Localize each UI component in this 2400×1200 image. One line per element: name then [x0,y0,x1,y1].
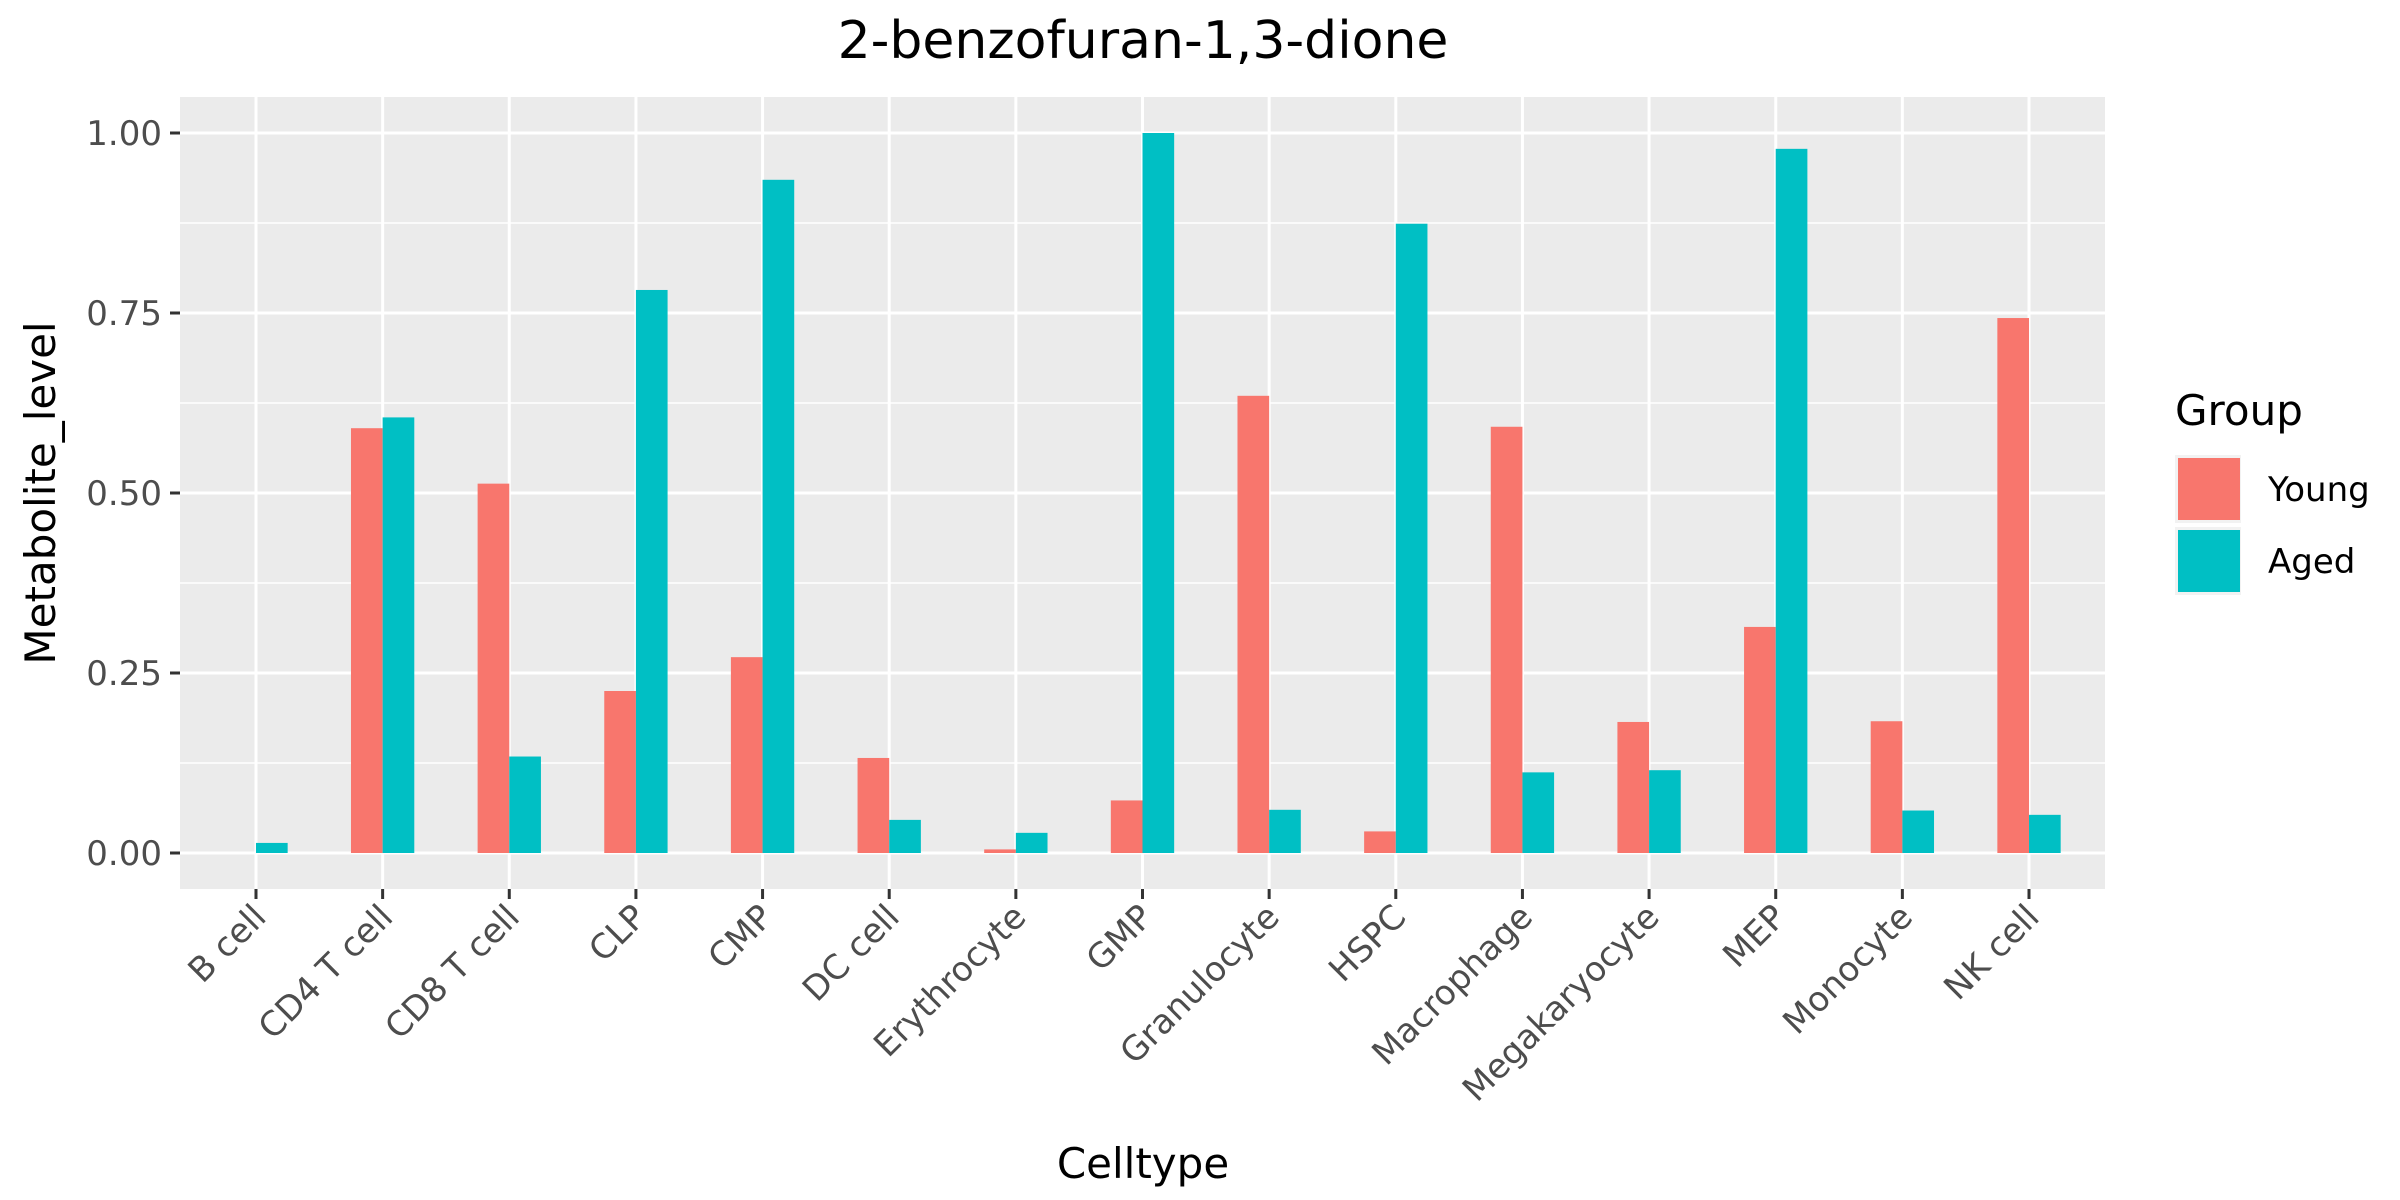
legend-swatch [2178,530,2240,592]
bar [1870,721,1903,853]
bar [1775,148,1808,854]
bar [255,842,288,853]
legend-items: Young Aged [2175,455,2370,595]
bar [762,179,795,854]
bar [1237,395,1270,853]
bar [604,691,636,853]
y-tick-label: 1.00 [86,114,162,154]
x-tick-label: NK cell [1936,897,2047,1008]
bar [1269,809,1301,853]
bar [2029,814,2061,853]
bar [1395,223,1428,854]
x-tick-label: HSPC [1321,897,1414,990]
bar [477,483,510,853]
legend: Group Young Aged [2175,386,2370,595]
chart-title: 2-benzofuran-1,3-dione [838,11,1449,71]
bar [889,819,921,853]
x-tick-label: Monocyte [1775,897,1920,1042]
x-tick-label: CD4 T cell [251,897,401,1047]
bar [1110,800,1143,853]
bar [1744,626,1776,853]
bar [1617,721,1650,853]
legend-label: Aged [2268,542,2355,582]
bar [1364,831,1396,853]
bar [382,417,415,853]
x-tick-label: CLP [581,897,654,970]
bar [350,428,383,853]
bar [1522,772,1555,853]
legend-label: Young [2267,470,2370,510]
y-axis: 0.00 0.25 0.50 0.75 1.00 [86,114,180,874]
bar [1142,133,1175,853]
legend-title: Group [2175,386,2303,435]
bars-group [255,133,2061,854]
x-tick-label: CMP [701,897,781,977]
y-tick-label: 0.25 [86,654,162,694]
bar [1015,832,1048,853]
y-tick-label: 0.00 [86,834,162,874]
x-tick-label: MEP [1715,897,1794,976]
x-tick-label: DC cell [795,897,908,1010]
x-tick-label: GMP [1079,897,1161,979]
y-tick-label: 0.50 [86,474,162,514]
legend-swatch [2178,458,2240,520]
bar [635,289,668,854]
bar [1490,426,1523,853]
bar [857,757,890,853]
y-tick-label: 0.75 [86,294,162,334]
y-axis-title: Metabolite_level [16,321,65,664]
x-axis-title: Celltype [1057,1139,1229,1188]
x-tick-label: B cell [181,897,275,991]
bar [1902,810,1935,853]
x-tick-label: CD8 T cell [377,897,527,1047]
bar [984,849,1016,853]
bar [730,657,763,853]
bar [509,756,541,853]
bar [1649,770,1681,853]
bar [1997,318,2030,853]
